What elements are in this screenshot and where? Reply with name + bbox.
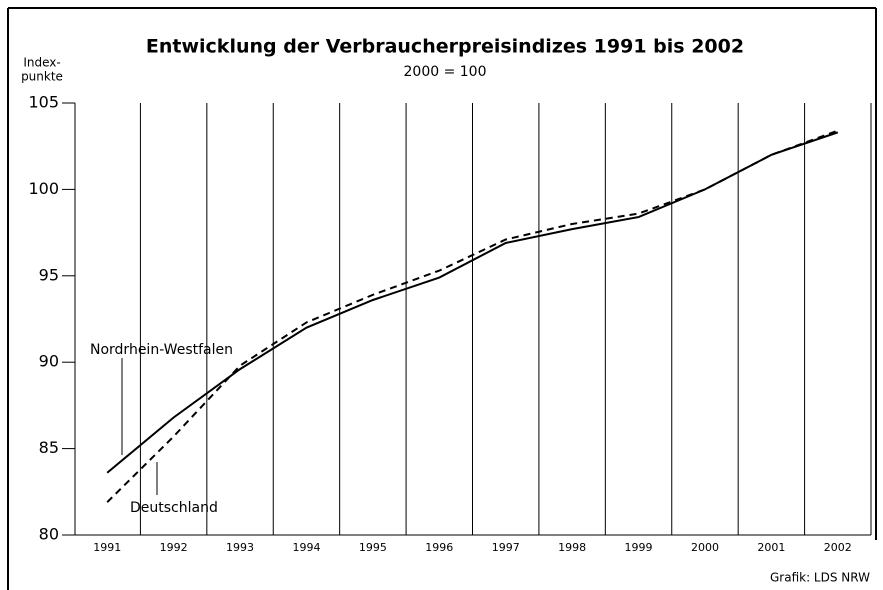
chart-title: Entwicklung der Verbraucherpreisindizes … [146, 36, 744, 58]
y-tick-label: 95 [39, 265, 59, 284]
x-tick-label: 1994 [292, 541, 320, 554]
x-tick-label: 1998 [558, 541, 586, 554]
x-tick-label: 2002 [824, 541, 852, 554]
x-tick-label: 1996 [425, 541, 453, 554]
series-line [106, 129, 839, 503]
x-tick-label: 1997 [492, 541, 520, 554]
y-tick-label: 80 [39, 525, 59, 544]
x-tick-label: 2001 [757, 541, 785, 554]
y-tick-label: 90 [39, 352, 59, 371]
y-tick-label: 100 [28, 179, 59, 198]
x-tick-label: 1992 [160, 541, 188, 554]
source: Grafik: LDS NRW [770, 571, 870, 585]
chart-subtitle: 2000 = 100 [404, 64, 487, 80]
series-label: Nordrhein-Westfalen [90, 342, 233, 358]
y-tick-label: 85 [39, 438, 59, 457]
x-tick-label: 2000 [691, 541, 719, 554]
y-axis-label: punkte [21, 70, 63, 84]
x-tick-label: 1993 [226, 541, 254, 554]
x-tick-label: 1991 [93, 541, 121, 554]
series-label: Deutschland [130, 500, 218, 516]
x-tick-label: 1999 [625, 541, 653, 554]
y-tick-label: 105 [28, 93, 59, 112]
x-tick-label: 1995 [359, 541, 387, 554]
y-axis-label: Index- [23, 56, 60, 70]
